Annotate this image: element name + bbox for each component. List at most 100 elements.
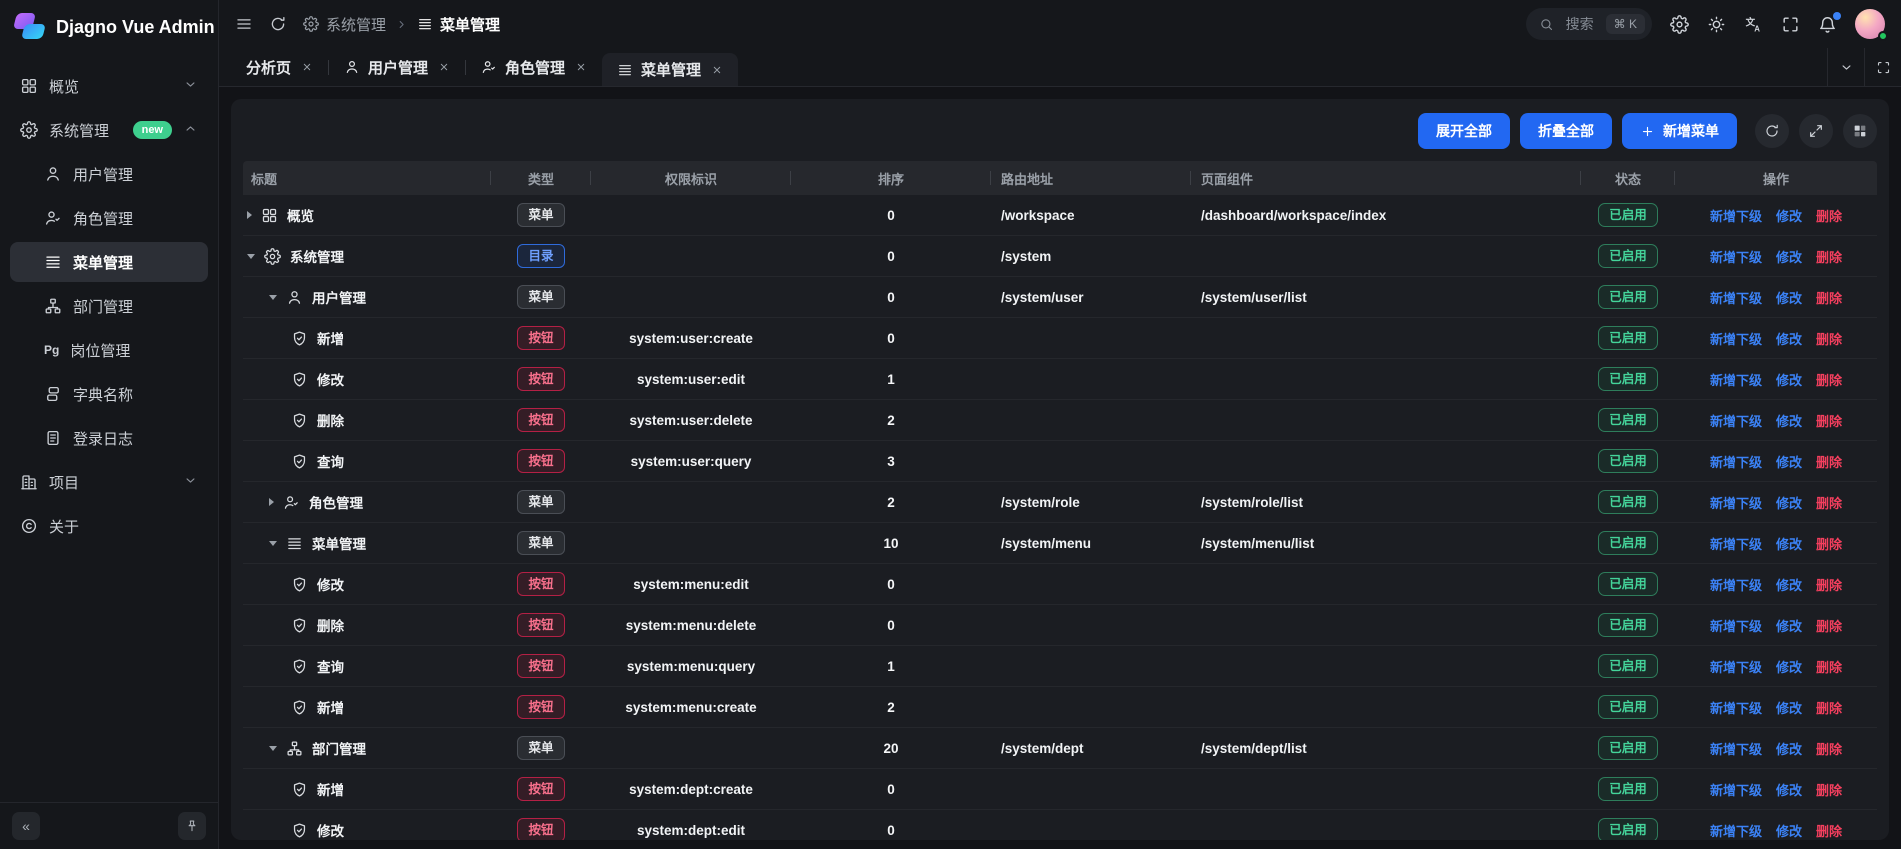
- breadcrumb-item[interactable]: 系统管理: [303, 14, 386, 35]
- sidebar-item-dict[interactable]: 字典名称: [10, 374, 208, 414]
- add-child-link[interactable]: 新增下级: [1709, 823, 1762, 839]
- refresh-icon[interactable]: [269, 15, 287, 33]
- delete-link[interactable]: 删除: [1816, 290, 1843, 306]
- add-child-link[interactable]: 新增下级: [1709, 536, 1762, 552]
- tab-role[interactable]: 角色管理: [466, 48, 602, 86]
- delete-link[interactable]: 删除: [1816, 495, 1843, 511]
- expand-arrow[interactable]: [247, 211, 252, 219]
- add-child-link[interactable]: 新增下级: [1709, 290, 1762, 306]
- delete-link[interactable]: 删除: [1816, 372, 1843, 388]
- edit-link[interactable]: 修改: [1775, 700, 1802, 716]
- sidebar-item-overview[interactable]: 概览: [10, 66, 208, 106]
- delete-link[interactable]: 删除: [1816, 823, 1843, 839]
- add-child-link[interactable]: 新增下级: [1709, 372, 1762, 388]
- edit-link[interactable]: 修改: [1775, 659, 1802, 675]
- edit-link[interactable]: 修改: [1775, 331, 1802, 347]
- add-child-link[interactable]: 新增下级: [1709, 659, 1762, 675]
- add-child-link[interactable]: 新增下级: [1709, 249, 1762, 265]
- edit-link[interactable]: 修改: [1775, 741, 1802, 757]
- delete-link[interactable]: 删除: [1816, 577, 1843, 593]
- delete-link[interactable]: 删除: [1816, 659, 1843, 675]
- delete-link[interactable]: 删除: [1816, 331, 1843, 347]
- tab-maximize-icon[interactable]: [1864, 48, 1901, 86]
- collapse-arrow[interactable]: [269, 745, 277, 751]
- add-menu-button[interactable]: 新增菜单: [1622, 113, 1737, 149]
- delete-link[interactable]: 删除: [1816, 249, 1843, 265]
- expand-arrow[interactable]: [269, 498, 274, 506]
- delete-link[interactable]: 删除: [1816, 454, 1843, 470]
- delete-link[interactable]: 删除: [1816, 208, 1843, 224]
- add-child-link[interactable]: 新增下级: [1709, 618, 1762, 634]
- table-fullscreen-icon[interactable]: [1799, 114, 1833, 148]
- sidebar-item-post[interactable]: Pg 岗位管理: [10, 330, 208, 370]
- tab-close-icon[interactable]: [575, 61, 587, 73]
- tab-list-dropdown-icon[interactable]: [1827, 48, 1864, 86]
- delete-link[interactable]: 删除: [1816, 618, 1843, 634]
- sidebar-toggle-icon[interactable]: [235, 15, 253, 33]
- add-child-link[interactable]: 新增下级: [1709, 700, 1762, 716]
- sidebar-item-log[interactable]: 登录日志: [10, 418, 208, 458]
- status-badge: 已启用: [1598, 243, 1658, 269]
- add-child-link[interactable]: 新增下级: [1709, 782, 1762, 798]
- settings-icon[interactable]: [1670, 14, 1689, 34]
- sidebar-item-user[interactable]: 用户管理: [10, 154, 208, 194]
- sidebar-collapse-button[interactable]: «: [12, 812, 40, 840]
- add-child-link[interactable]: 新增下级: [1709, 454, 1762, 470]
- sidebar-item-project[interactable]: 项目: [10, 462, 208, 502]
- user-avatar[interactable]: [1855, 9, 1888, 41]
- collapse-arrow[interactable]: [269, 294, 277, 300]
- add-child-link[interactable]: 新增下级: [1709, 413, 1762, 429]
- edit-link[interactable]: 修改: [1775, 823, 1802, 839]
- tab-close-icon[interactable]: [301, 61, 313, 73]
- tab-close-icon[interactable]: [711, 64, 723, 76]
- edit-link[interactable]: 修改: [1775, 495, 1802, 511]
- search-input[interactable]: 搜索 ⌘ K: [1525, 8, 1652, 40]
- notifications-icon[interactable]: [1818, 11, 1841, 34]
- edit-link[interactable]: 修改: [1775, 249, 1802, 265]
- edit-link[interactable]: 修改: [1775, 782, 1802, 798]
- tab-menu[interactable]: 菜单管理: [602, 53, 739, 86]
- delete-link[interactable]: 删除: [1816, 700, 1843, 716]
- type-badge: 菜单: [517, 735, 565, 761]
- theme-icon[interactable]: [1707, 15, 1726, 34]
- delete-link[interactable]: 删除: [1816, 536, 1843, 552]
- tab-close-icon[interactable]: [438, 61, 450, 73]
- collapse-all-button[interactable]: 折叠全部: [1520, 113, 1612, 149]
- sidebar-item-dept[interactable]: 部门管理: [10, 286, 208, 326]
- type-badge: 菜单: [517, 202, 565, 228]
- sidebar-item-label: 岗位管理: [70, 342, 131, 360]
- table-row: 修改 按钮 system:user:edit 1 已启用 新增下级 修改 删除: [243, 359, 1877, 400]
- edit-link[interactable]: 修改: [1775, 536, 1802, 552]
- sidebar-item-menu[interactable]: 菜单管理: [10, 242, 208, 282]
- delete-link[interactable]: 删除: [1816, 782, 1843, 798]
- collapse-arrow[interactable]: [269, 540, 277, 546]
- collapse-arrow[interactable]: [247, 253, 255, 259]
- table-columns-icon[interactable]: [1843, 114, 1877, 148]
- edit-link[interactable]: 修改: [1775, 290, 1802, 306]
- add-child-link[interactable]: 新增下级: [1709, 495, 1762, 511]
- delete-link[interactable]: 删除: [1816, 741, 1843, 757]
- edit-link[interactable]: 修改: [1775, 577, 1802, 593]
- edit-link[interactable]: 修改: [1775, 618, 1802, 634]
- delete-link[interactable]: 删除: [1816, 413, 1843, 429]
- sidebar-pin-button[interactable]: [178, 812, 206, 840]
- edit-link[interactable]: 修改: [1775, 372, 1802, 388]
- add-child-link[interactable]: 新增下级: [1709, 741, 1762, 757]
- add-child-link[interactable]: 新增下级: [1709, 331, 1762, 347]
- tab-user[interactable]: 用户管理: [329, 48, 465, 86]
- expand-all-button[interactable]: 展开全部: [1418, 113, 1510, 149]
- sidebar-item-system[interactable]: 系统管理 new: [10, 110, 208, 150]
- edit-link[interactable]: 修改: [1775, 454, 1802, 470]
- app-logo[interactable]: Djagno Vue Admin: [0, 0, 218, 54]
- edit-link[interactable]: 修改: [1775, 413, 1802, 429]
- sidebar-item-about[interactable]: 关于: [10, 506, 208, 546]
- sidebar-item-role[interactable]: 角色管理: [10, 198, 208, 238]
- breadcrumb-item[interactable]: 菜单管理: [417, 14, 500, 35]
- add-child-link[interactable]: 新增下级: [1709, 577, 1762, 593]
- fullscreen-icon[interactable]: [1781, 15, 1800, 34]
- edit-link[interactable]: 修改: [1775, 208, 1802, 224]
- tab-analysis[interactable]: 分析页: [231, 48, 328, 86]
- table-refresh-icon[interactable]: [1755, 114, 1789, 148]
- add-child-link[interactable]: 新增下级: [1709, 208, 1762, 224]
